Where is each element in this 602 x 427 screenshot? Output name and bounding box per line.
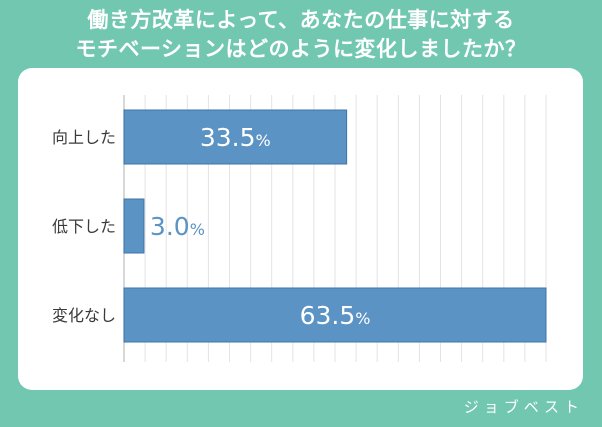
category-label: 低下した <box>52 217 116 236</box>
bar <box>123 287 547 343</box>
data-label-unit: % <box>355 309 370 328</box>
data-label: 63.5% <box>300 301 371 330</box>
data-label-unit: % <box>190 220 205 239</box>
category-label: 向上した <box>52 128 116 147</box>
data-label: 33.5% <box>200 123 271 152</box>
data-label-value: 63.5 <box>300 301 356 330</box>
category-label: 変化なし <box>52 306 116 325</box>
title-line-1: 働き方改革によって、あなたの仕事に対する <box>87 8 515 32</box>
data-label-unit: % <box>256 131 271 150</box>
data-label-value: 33.5 <box>200 123 256 152</box>
bar <box>123 109 348 165</box>
data-label-value: 3.0 <box>150 212 190 241</box>
bar <box>123 198 145 254</box>
data-label: 3.0% <box>150 212 205 241</box>
brand-logo: ジョブベスト <box>463 398 584 416</box>
title-line-2: モチベーションはどのように変化しましたか？ <box>75 37 527 61</box>
chart-title: 働き方改革によって、あなたの仕事に対する モチベーションはどのように変化しました… <box>0 6 602 64</box>
